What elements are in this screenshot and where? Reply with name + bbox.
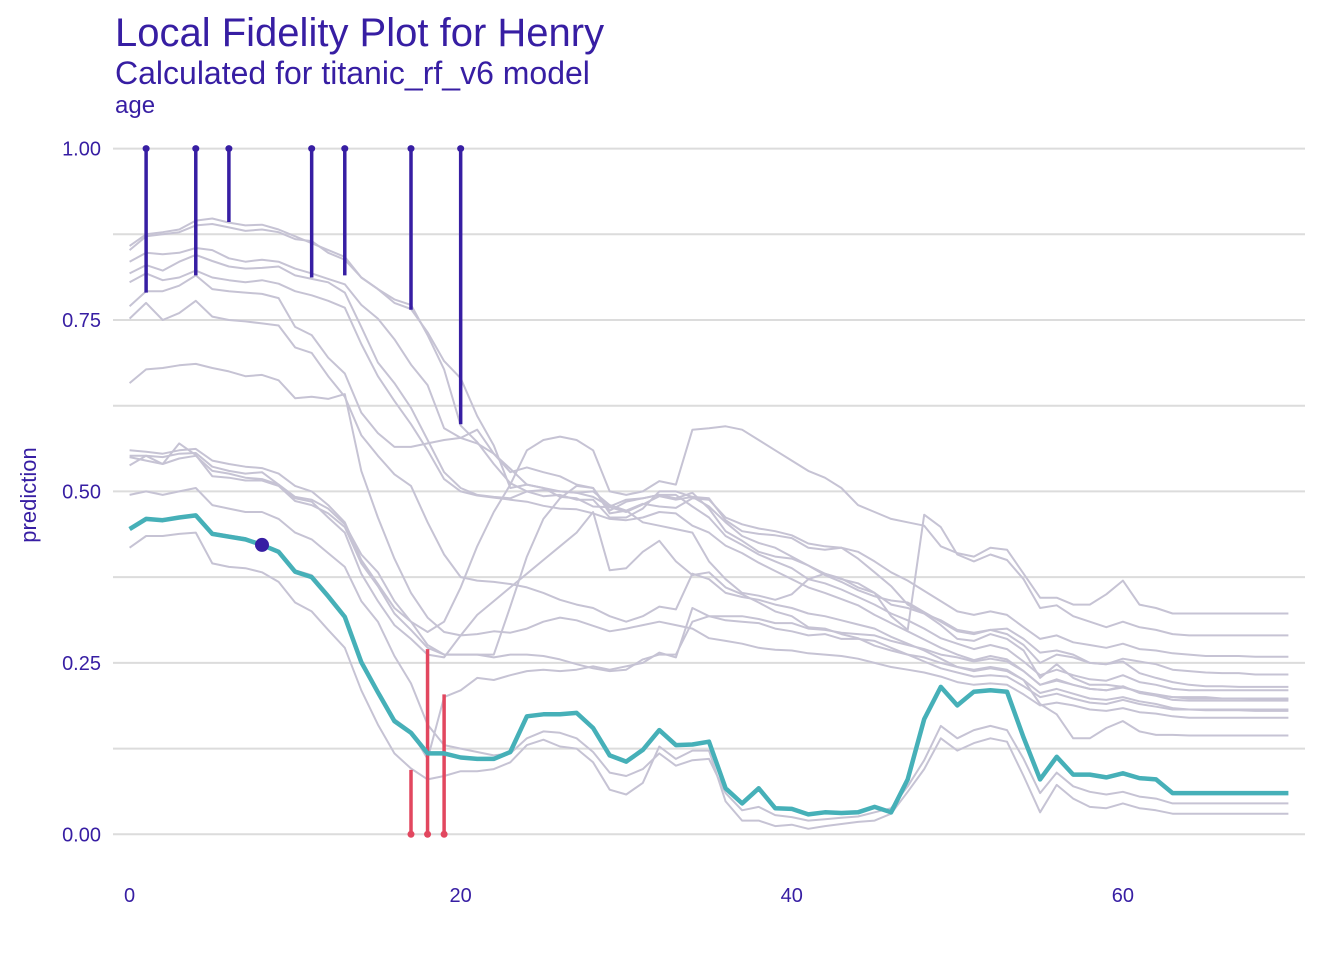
observation-point xyxy=(255,537,269,552)
neighbor-profile-line xyxy=(129,531,1289,830)
y-tick-label: 0.50 xyxy=(62,481,101,503)
observed-profile-group xyxy=(128,513,1289,817)
neighbor-profile-line xyxy=(128,299,1289,712)
neighbor-profile-line xyxy=(128,223,1289,701)
neighbor-profile-line xyxy=(129,487,1289,822)
residual-endpoint xyxy=(407,830,415,838)
neighbor-profile-line xyxy=(129,452,1289,656)
residual-endpoint xyxy=(142,145,150,153)
y-axis-ticks: 0.00 0.25 0.50 0.75 1.00 xyxy=(62,139,101,847)
y-tick-label: 1.00 xyxy=(62,139,101,161)
x-tick-label: 40 xyxy=(781,885,803,907)
neighbor-profile-line xyxy=(128,362,1289,719)
neighbor-profile-line xyxy=(129,454,1289,740)
x-tick-label: 20 xyxy=(450,885,472,907)
neighbor-profile-line xyxy=(129,253,1289,692)
neighbor-profile-line xyxy=(129,269,1289,702)
title-block: Local Fidelity Plot for Henry Calculated… xyxy=(115,10,604,122)
neighbor-profile-line xyxy=(129,247,1289,676)
facet-label: age xyxy=(115,92,156,119)
chart-subtitle: Calculated for titanic_rf_v6 model xyxy=(115,55,590,91)
y-tick-label: 0.25 xyxy=(62,653,101,675)
gridlines xyxy=(113,147,1305,836)
residual-endpoint xyxy=(407,145,415,153)
residual-endpoint xyxy=(308,145,316,153)
y-tick-label: 0.75 xyxy=(62,310,101,332)
chart-title: Local Fidelity Plot for Henry xyxy=(115,11,605,55)
residual-endpoint xyxy=(225,145,233,153)
neighbor-profiles xyxy=(128,217,1289,830)
residual-endpoint xyxy=(440,830,448,838)
y-tick-label: 0.00 xyxy=(62,824,101,846)
y-axis-title: prediction xyxy=(16,447,41,542)
residual-endpoint xyxy=(457,145,465,153)
residual-lines xyxy=(142,145,465,838)
residual-endpoint xyxy=(341,145,349,153)
x-axis-ticks: 0 20 40 60 xyxy=(124,885,1134,907)
x-tick-label: 0 xyxy=(124,885,135,907)
residual-endpoint xyxy=(192,145,200,153)
neighbor-profile-line xyxy=(128,274,1289,658)
neighbor-profile-line xyxy=(129,425,1289,633)
residual-endpoint xyxy=(424,830,432,838)
observed-profile-line xyxy=(128,513,1289,817)
neighbor-profile-line xyxy=(129,442,1289,700)
x-tick-label: 60 xyxy=(1112,885,1134,907)
